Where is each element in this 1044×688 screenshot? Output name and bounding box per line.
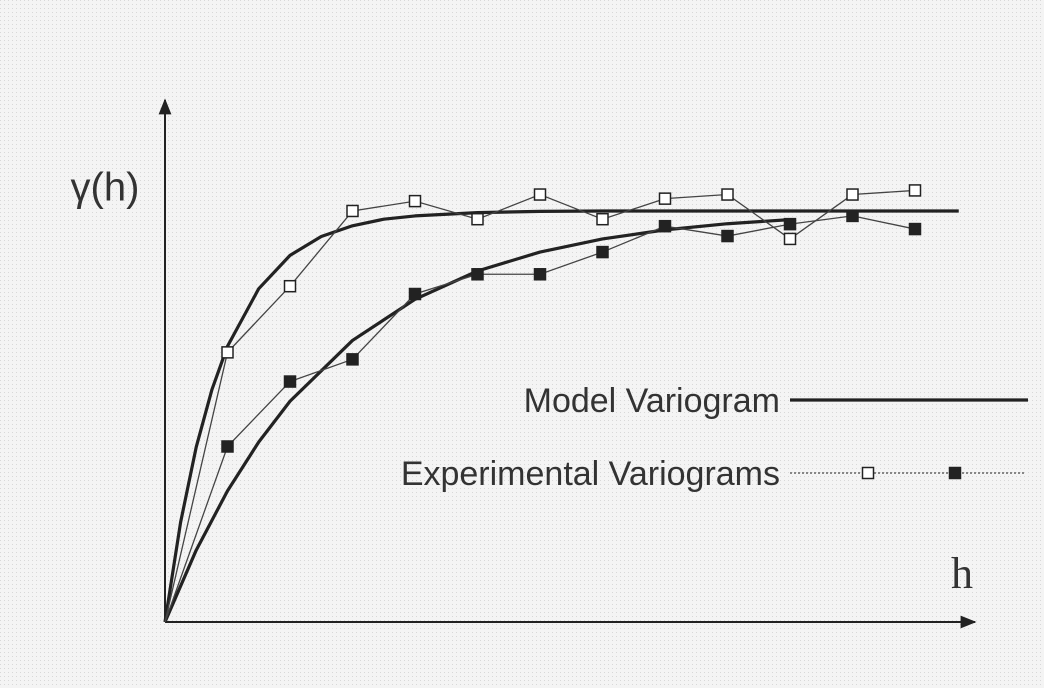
marker-filled <box>658 219 672 233</box>
model-curve <box>163 209 959 623</box>
marker-filled <box>346 353 359 366</box>
marker-filled <box>846 209 859 223</box>
marker-open <box>221 346 234 359</box>
marker-open <box>861 466 875 480</box>
legend-label: Model Variogram <box>524 382 780 420</box>
marker-filled <box>533 268 547 281</box>
marker-open <box>596 212 609 226</box>
marker-open <box>783 232 797 246</box>
marker-filled <box>221 440 234 453</box>
marker-filled <box>283 375 297 388</box>
marker-open <box>846 188 859 201</box>
marker-filled <box>596 245 609 259</box>
marker-open <box>283 279 297 293</box>
marker-open <box>471 212 484 226</box>
marker-filled <box>948 466 962 480</box>
x-axis-label: h <box>951 549 973 598</box>
legend-label: Experimental Variograms <box>401 455 780 493</box>
marker-open <box>721 188 734 201</box>
marker-open <box>908 184 922 197</box>
marker-open <box>658 192 672 205</box>
marker-filled <box>721 229 734 243</box>
marker-filled <box>471 268 484 281</box>
marker-filled <box>408 287 422 301</box>
marker-filled <box>783 217 797 231</box>
marker-open <box>533 188 547 201</box>
y-axis-label: γ(h) <box>71 166 140 210</box>
marker-open <box>408 194 422 208</box>
marker-filled <box>908 222 922 236</box>
marker-open <box>346 204 359 218</box>
